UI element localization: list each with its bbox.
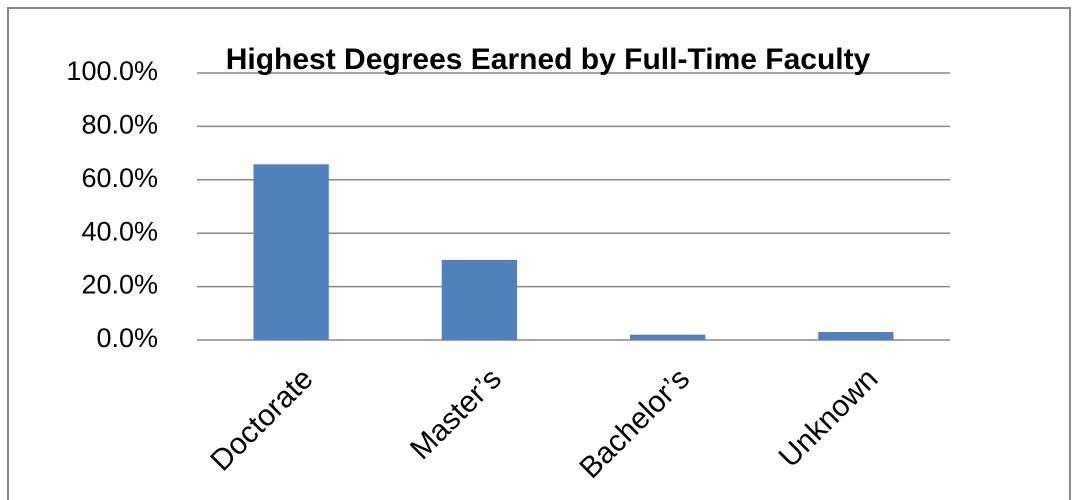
x-tick-label: Doctorate bbox=[204, 362, 319, 477]
y-tick-label: 40.0% bbox=[81, 216, 158, 246]
bar bbox=[253, 164, 329, 340]
y-tick-label: 100.0% bbox=[66, 56, 158, 86]
y-tick-label: 0.0% bbox=[96, 323, 158, 353]
bar bbox=[818, 331, 894, 340]
chart-title: Highest Degrees Earned by Full-Time Facu… bbox=[225, 43, 871, 76]
x-tick-label: Master’s bbox=[404, 362, 508, 466]
chart-border bbox=[7, 7, 1071, 500]
y-tick-label: 60.0% bbox=[81, 163, 158, 193]
y-tick-label: 80.0% bbox=[81, 110, 158, 140]
x-tick-label: Unknown bbox=[773, 362, 885, 474]
bar bbox=[441, 259, 518, 340]
x-tick-label: Bachelor’s bbox=[573, 362, 696, 485]
y-tick-label: 20.0% bbox=[81, 270, 158, 300]
bar bbox=[629, 334, 706, 340]
